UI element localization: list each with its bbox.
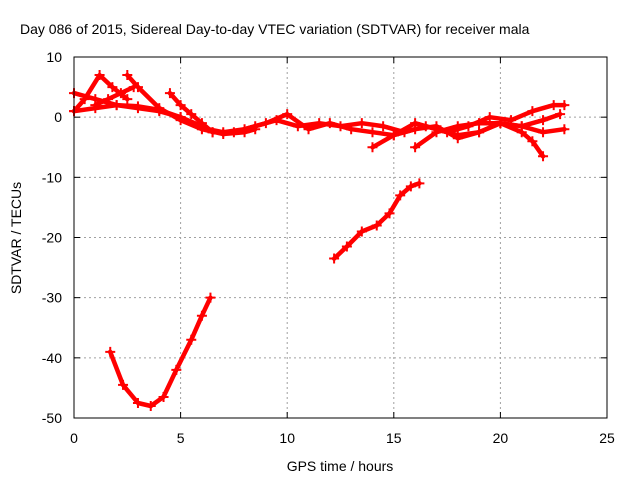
data-point	[205, 292, 216, 303]
data-point	[405, 181, 416, 192]
data-point	[218, 129, 229, 140]
data-point	[538, 151, 549, 162]
data-point	[371, 220, 382, 231]
data-point	[367, 127, 378, 138]
data-point	[527, 136, 538, 147]
data-point	[111, 100, 122, 111]
data-point	[90, 100, 101, 111]
data-point	[105, 346, 116, 357]
data-point	[186, 109, 197, 120]
x-tick-label: 20	[493, 430, 509, 446]
data-point	[132, 103, 143, 114]
data-point	[329, 253, 340, 264]
x-axis-label: GPS time / hours	[287, 458, 394, 474]
data-point	[250, 124, 261, 135]
series-trace-8	[370, 120, 567, 150]
data-point	[527, 106, 538, 117]
y-tick-label: -30	[42, 290, 62, 306]
data-point	[474, 118, 485, 129]
data-point	[414, 178, 425, 189]
data-point	[207, 127, 218, 138]
data-point	[260, 118, 271, 129]
data-point	[94, 70, 105, 81]
x-tick-label: 25	[599, 430, 615, 446]
data-point	[122, 70, 133, 81]
data-point	[341, 241, 352, 252]
y-axis-label: SDTVAR / TECUs	[8, 182, 24, 294]
data-point	[103, 94, 114, 105]
data-point	[474, 127, 485, 138]
data-point	[79, 94, 90, 105]
data-point	[196, 310, 207, 321]
data-point	[145, 400, 156, 411]
data-point	[559, 100, 570, 111]
series-layer	[69, 70, 570, 411]
y-tick-label: -40	[42, 350, 62, 366]
data-point	[538, 115, 549, 126]
data-point	[346, 124, 357, 135]
data-point	[158, 391, 169, 402]
data-point	[164, 88, 175, 99]
chart-title: Day 086 of 2015, Sidereal Day-to-day VTE…	[20, 21, 530, 37]
data-point	[388, 130, 399, 141]
data-point	[452, 121, 463, 132]
data-point	[367, 142, 378, 153]
data-point	[378, 121, 389, 132]
y-tick-label: 0	[54, 109, 62, 125]
tick-layer: 0 5 10 15 20 25 10 0 -10 -20 -30 -40 -50	[42, 49, 615, 446]
series-trace-10	[331, 181, 422, 261]
data-point	[107, 82, 118, 93]
data-point	[495, 118, 506, 129]
series-trace-4	[93, 84, 136, 108]
y-tick-label: -10	[42, 169, 62, 185]
x-tick-label: 10	[279, 430, 295, 446]
data-point	[132, 82, 143, 93]
data-point	[239, 127, 250, 138]
data-point	[132, 397, 143, 408]
data-point	[122, 94, 133, 105]
data-point	[548, 100, 559, 111]
x-tick-label: 15	[386, 430, 402, 446]
data-point	[171, 364, 182, 375]
data-point	[395, 190, 406, 201]
data-point	[555, 109, 566, 120]
data-point	[356, 226, 367, 237]
data-point	[115, 88, 126, 99]
data-point	[324, 118, 335, 129]
x-tick-label: 0	[70, 430, 78, 446]
data-point	[484, 112, 495, 123]
data-point	[303, 124, 314, 135]
data-point	[175, 115, 186, 126]
data-point	[431, 124, 442, 135]
data-point	[356, 118, 367, 129]
data-point	[186, 334, 197, 345]
data-point	[410, 118, 421, 129]
y-tick-label: -20	[42, 230, 62, 246]
data-point	[538, 127, 549, 138]
data-point	[384, 208, 395, 219]
data-point	[154, 103, 165, 114]
data-point	[516, 121, 527, 132]
data-point	[196, 118, 207, 129]
data-point	[118, 379, 129, 390]
data-point	[282, 109, 293, 120]
y-tick-label: 10	[46, 49, 62, 65]
data-point	[410, 142, 421, 153]
data-point	[559, 124, 570, 135]
y-tick-label: -50	[42, 410, 62, 426]
data-point	[175, 100, 186, 111]
data-point	[452, 130, 463, 141]
x-tick-label: 5	[177, 430, 185, 446]
